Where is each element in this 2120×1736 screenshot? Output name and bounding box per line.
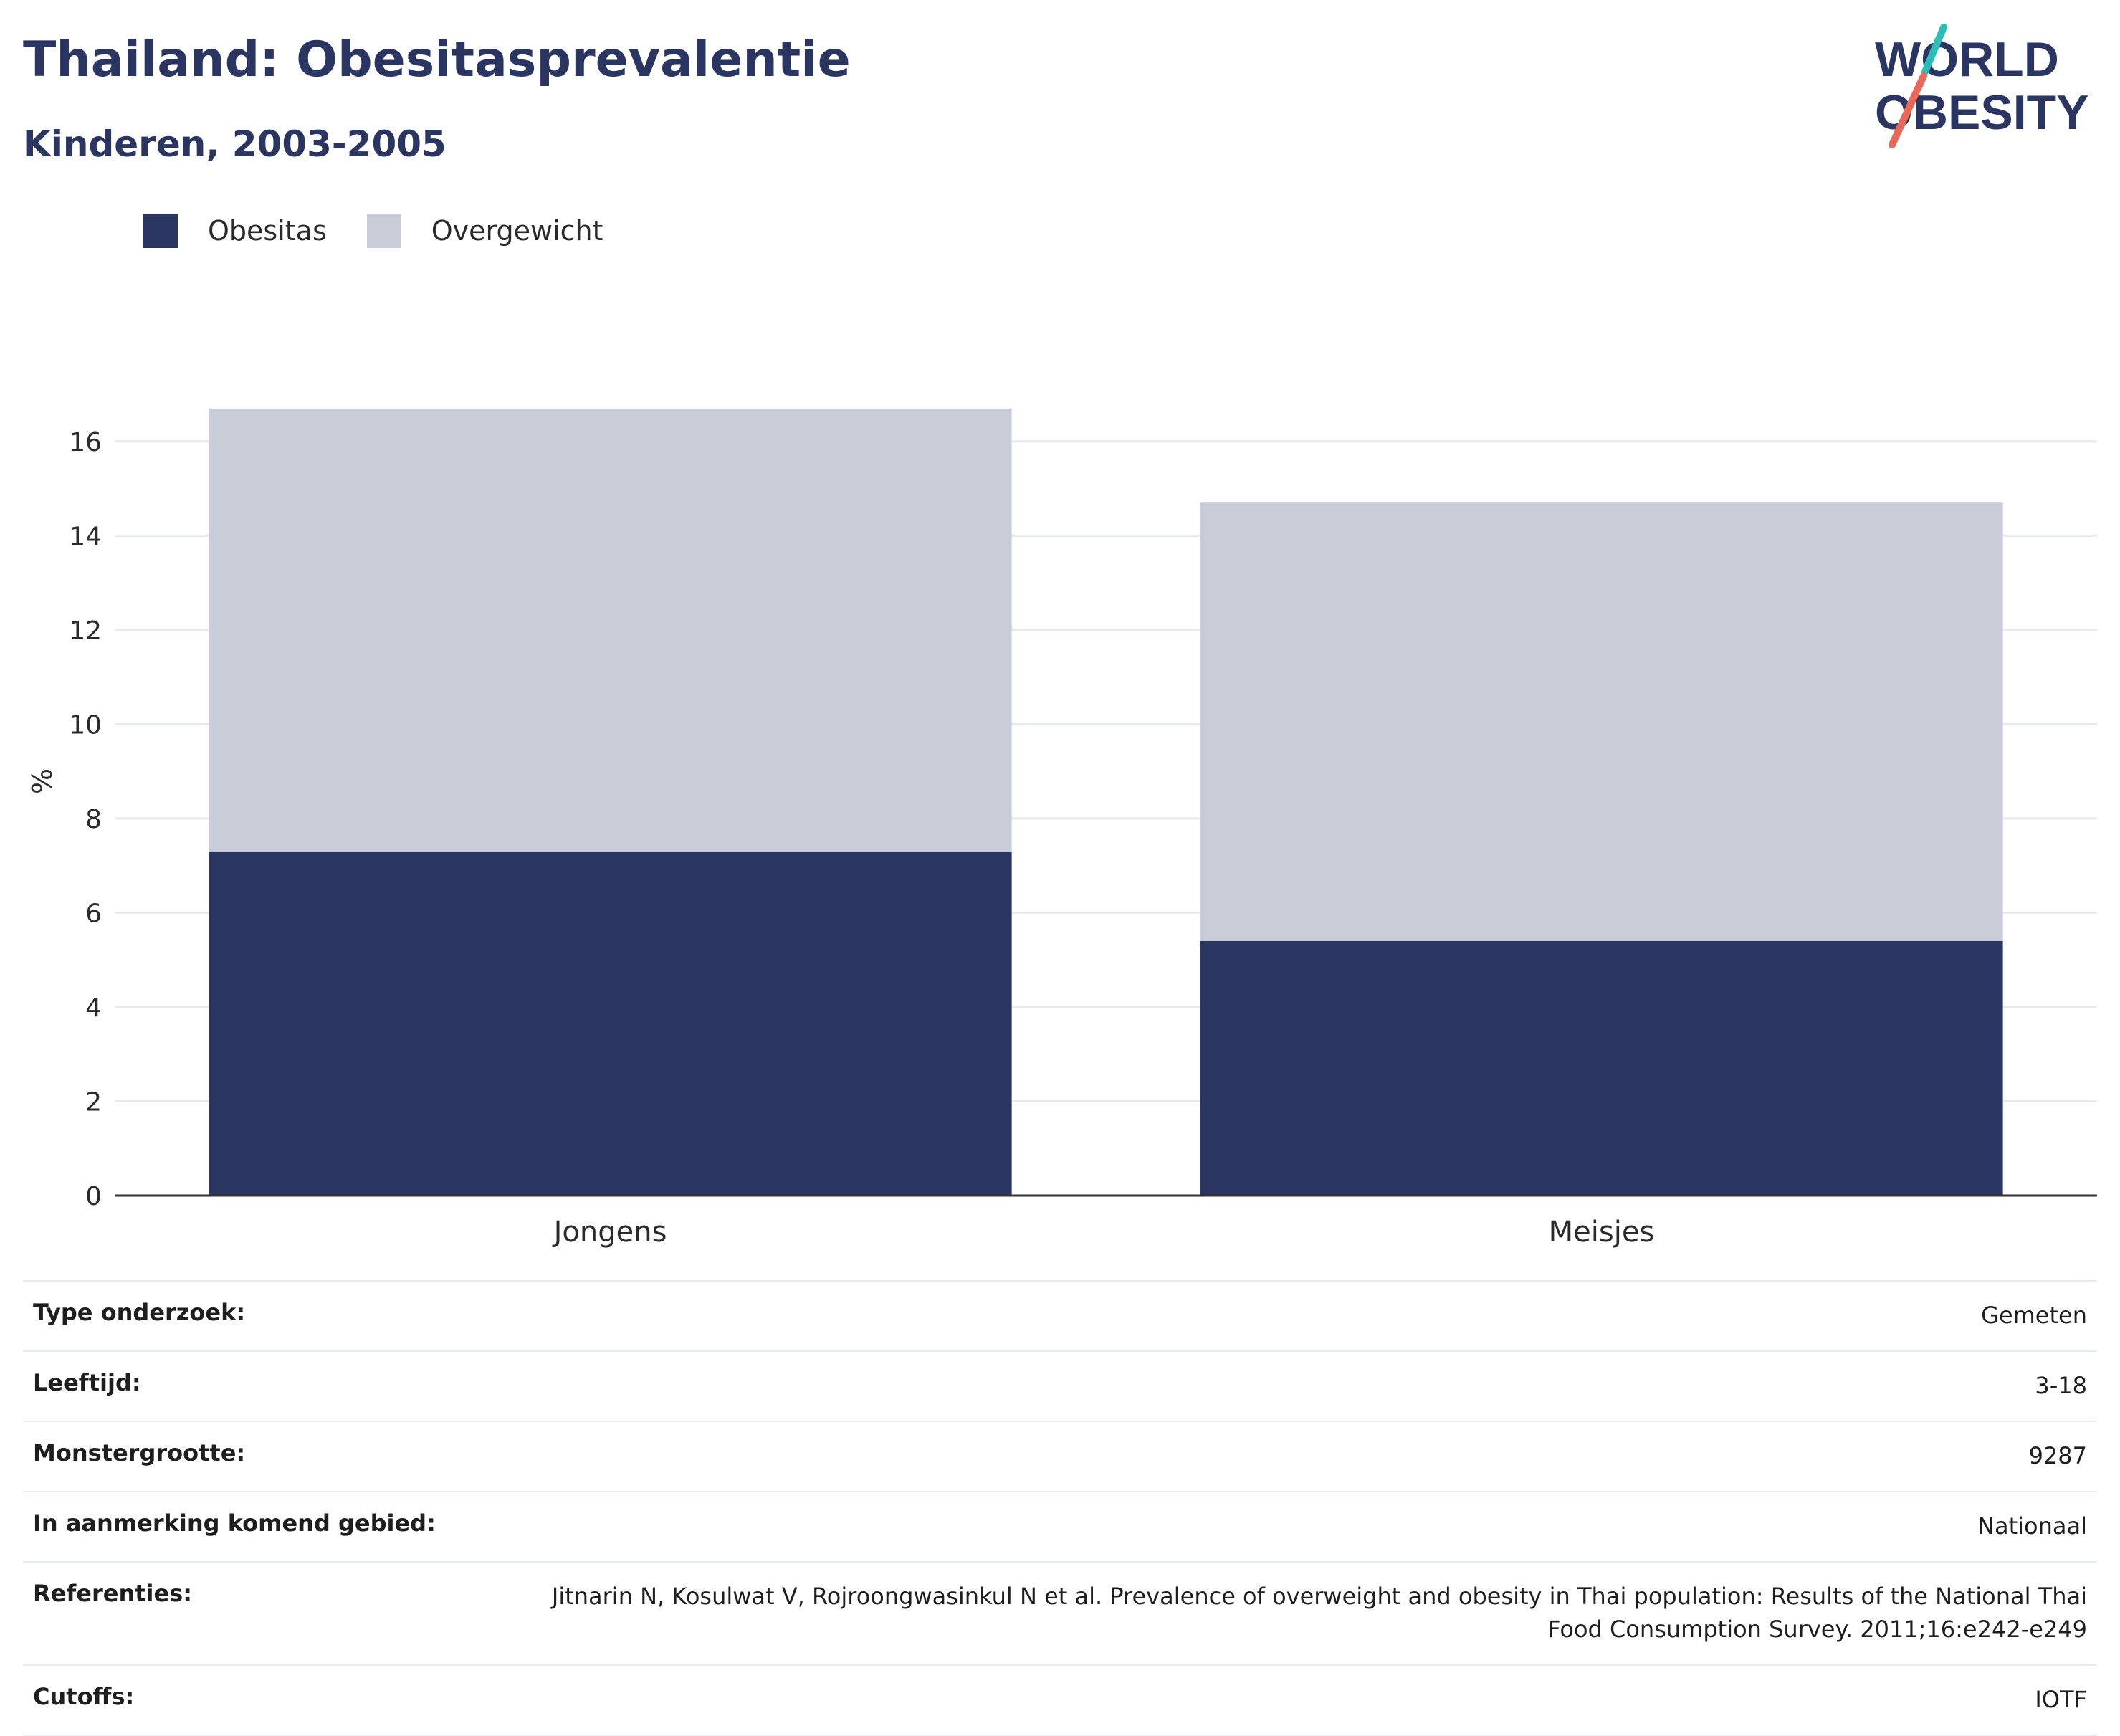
- meta-label: Monstergrootte:: [33, 1439, 246, 1466]
- legend-item-overgewicht[interactable]: Overgewicht: [366, 214, 603, 248]
- meta-value: Jitnarin N, Kosulwat V, Rojroongwasinkul…: [551, 1583, 2087, 1643]
- meta-label: Type onderzoek:: [33, 1299, 246, 1326]
- legend-label-obesitas: Obesitas: [208, 215, 327, 247]
- y-tick-label: 6: [85, 899, 102, 928]
- y-tick-label: 8: [85, 805, 102, 834]
- bar-segment: [209, 408, 1012, 852]
- meta-value: Gemeten: [1981, 1302, 2087, 1329]
- y-tick-label: 12: [69, 616, 102, 646]
- logo-word-world: WORLD: [1875, 32, 2059, 87]
- y-tick-label: 10: [69, 710, 102, 740]
- bar-segment: [1200, 502, 2003, 941]
- meta-value: 3-18: [2035, 1372, 2087, 1399]
- meta-label: Leeftijd:: [33, 1369, 141, 1396]
- y-tick-label: 16: [69, 428, 102, 457]
- meta-row-monstergrootte: Monstergrootte: 9287: [23, 1421, 2097, 1491]
- meta-value: IOTF: [2035, 1686, 2087, 1713]
- page-subtitle: Kinderen, 2003-2005: [23, 123, 447, 165]
- legend-swatch-overgewicht: [366, 214, 401, 248]
- logo-slash-top: [1921, 24, 1947, 75]
- y-tick-label: 4: [85, 993, 102, 1023]
- meta-value: Nationaal: [1977, 1512, 2087, 1540]
- meta-value: 9287: [2028, 1442, 2087, 1469]
- x-tick-label: Jongens: [552, 1216, 667, 1249]
- meta-row-referenties: Referenties: Jitnarin N, Kosulwat V, Roj…: [23, 1561, 2097, 1664]
- logo-slash-bottom: [1889, 72, 1927, 148]
- page-title: Thailand: Obesitasprevalentie: [23, 32, 851, 88]
- meta-row-gebied: In aanmerking komend gebied: Nationaal: [23, 1491, 2097, 1561]
- y-tick-label: 2: [85, 1087, 102, 1117]
- y-axis-label: %: [27, 768, 58, 794]
- bar-segment: [1200, 940, 2003, 1196]
- meta-label: Referenties:: [33, 1580, 193, 1607]
- stacked-bar-chart: 0 2 4 6 8 10 12 14 16% Jongens Meisjes: [27, 408, 2097, 1249]
- legend-label-overgewicht: Overgewicht: [431, 215, 603, 247]
- bar-segment: [209, 851, 1012, 1196]
- y-tick-label: 0: [85, 1182, 102, 1211]
- meta-row-type-onderzoek: Type onderzoek: Gemeten: [23, 1280, 2097, 1350]
- legend-swatch-obesitas: [143, 214, 178, 248]
- world-obesity-logo: WORLD OBESITY: [1875, 24, 2089, 148]
- x-tick-label: Meisjes: [1549, 1216, 1655, 1249]
- legend-item-obesitas[interactable]: Obesitas: [143, 214, 327, 248]
- meta-label: In aanmerking komend gebied:: [33, 1510, 436, 1537]
- meta-label: Cutoffs:: [33, 1683, 135, 1710]
- y-tick-label: 14: [69, 522, 102, 551]
- chart-legend: Obesitas Overgewicht: [143, 214, 644, 248]
- meta-row-cutoffs: Cutoffs: IOTF: [23, 1664, 2097, 1736]
- meta-row-leeftijd: Leeftijd: 3-18: [23, 1350, 2097, 1421]
- study-metadata-table: Type onderzoek: Gemeten Leeftijd: 3-18 M…: [23, 1280, 2097, 1736]
